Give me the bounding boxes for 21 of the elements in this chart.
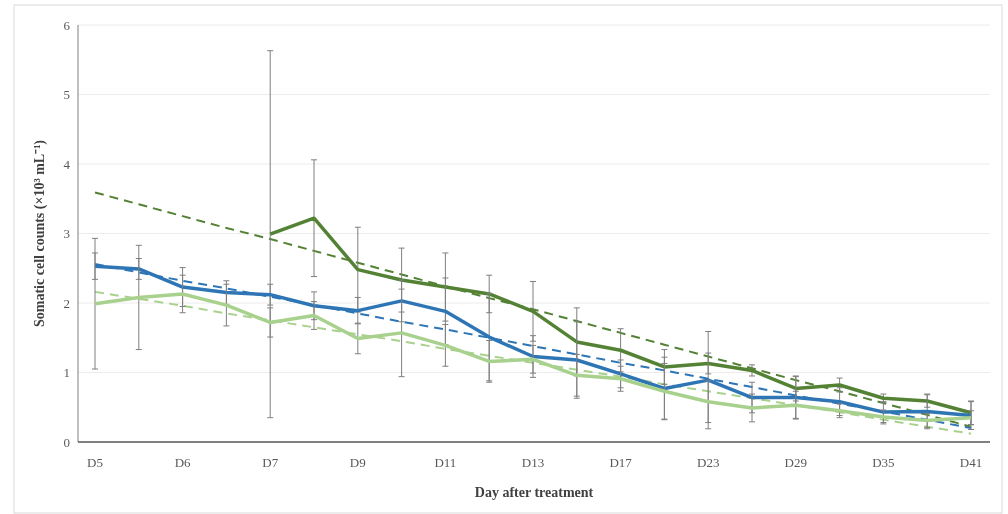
line-series — [94, 191, 972, 428]
y-tick-label: 2 — [63, 295, 70, 311]
y-tick-label: 5 — [63, 87, 70, 103]
y-tick-label: 0 — [63, 434, 70, 450]
y-axis-title: Somatic cell counts (×10³ mL⁻¹) — [32, 139, 48, 328]
x-tick-label: D11 — [434, 455, 457, 470]
x-tick-label: D17 — [609, 455, 633, 470]
x-tick-label: D7 — [262, 455, 279, 470]
x-tick-label: D5 — [87, 455, 103, 470]
x-tick-label: D6 — [174, 455, 192, 470]
y-tick-label: 4 — [63, 156, 71, 172]
x-axis-title: Day after treatment — [474, 485, 594, 500]
x-tick-label: D23 — [697, 455, 720, 470]
x-tick-label: D41 — [959, 455, 983, 470]
y-tick-label: 1 — [63, 365, 70, 381]
y-tick-label: 3 — [63, 226, 70, 242]
x-tick-label: D29 — [784, 455, 807, 470]
y-tick-label: 6 — [63, 17, 71, 33]
x-tick-label: D9 — [349, 455, 366, 470]
x-tick-label: D35 — [872, 455, 895, 470]
x-tick-label: D13 — [521, 455, 545, 470]
